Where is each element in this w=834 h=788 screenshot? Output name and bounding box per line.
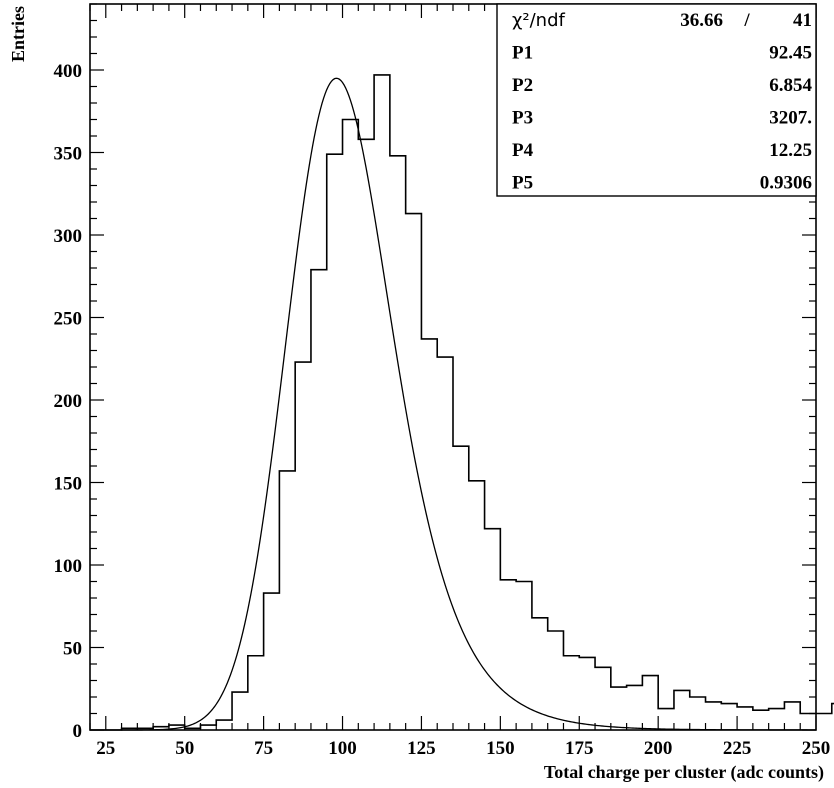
plot-frame: [89, 3, 817, 731]
x-tick-label: 200: [644, 738, 673, 759]
y-tick-label: 250: [54, 309, 83, 330]
stat-value-p3: 3207.: [769, 108, 812, 129]
chi2-ndf-label: χ²/ndf: [512, 10, 566, 31]
x-tick-label: 250: [802, 738, 831, 759]
tick-labels: 25 50 75 100 125 150 175 200 225 250 0 50 100 150 200 2…: [54, 61, 831, 759]
stats-box-frame: [496, 3, 817, 197]
y-tick-label: 200: [54, 391, 83, 412]
stat-key-p2: P2: [512, 75, 533, 96]
stat-key-p3: P3: [512, 108, 533, 129]
stat-value-p5: 0.9306: [760, 173, 812, 194]
stat-key-p5: P5: [512, 173, 533, 194]
y-tick-label: 0: [73, 721, 83, 742]
stat-value-p2: 6.854: [769, 75, 812, 96]
x-axis-title: Total charge per cluster (adc counts): [544, 762, 824, 783]
y-tick-label: 150: [54, 474, 83, 495]
y-tick-label: 50: [63, 639, 82, 660]
x-tick-label: 100: [328, 738, 357, 759]
axis-ticks: [89, 3, 817, 731]
x-tick-label: 150: [486, 738, 515, 759]
ndf-value: 41: [793, 10, 812, 31]
y-tick-label: 100: [54, 556, 83, 577]
chi2-value: 36.66: [680, 10, 723, 31]
stat-value-p4: 12.25: [769, 140, 812, 161]
y-tick-label: 350: [54, 144, 83, 165]
y-tick-label: 300: [54, 226, 83, 247]
x-tick-label: 225: [723, 738, 752, 759]
chi2-separator: /: [743, 10, 750, 31]
stat-key-p1: P1: [512, 43, 533, 64]
stat-key-p4: P4: [512, 140, 534, 161]
x-tick-label: 175: [565, 738, 594, 759]
x-tick-label: 50: [175, 738, 194, 759]
x-tick-label: 25: [96, 738, 115, 759]
x-tick-label: 125: [407, 738, 436, 759]
stats-rows: P1 92.45 P2 6.854 P3 3207. P4 12.25 P5 0.9306: [512, 43, 813, 194]
y-tick-label: 400: [54, 61, 83, 82]
y-axis-title: Entries: [8, 6, 28, 62]
x-tick-label: 75: [254, 738, 273, 759]
histogram-steps: [90, 74, 834, 731]
stat-value-p1: 92.45: [769, 43, 812, 64]
